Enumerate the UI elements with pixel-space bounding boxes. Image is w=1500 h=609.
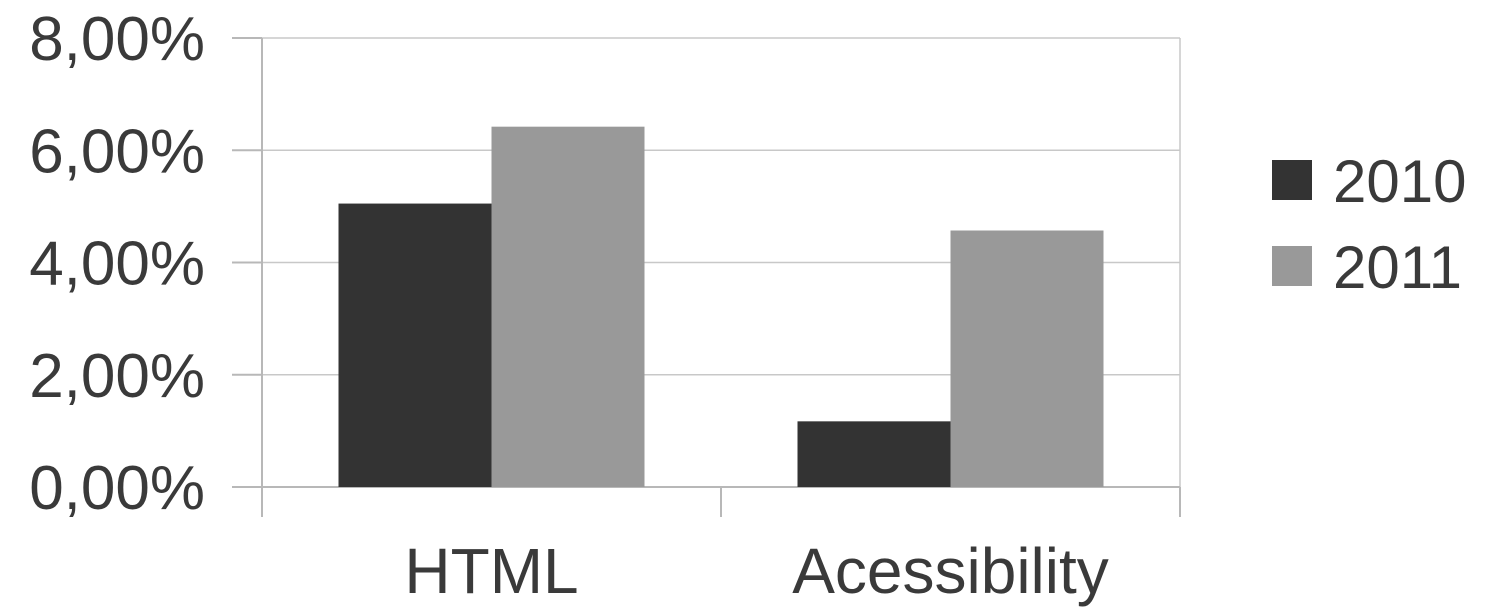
- bar-2010-html: [338, 203, 492, 487]
- legend-swatch-2011: [1272, 246, 1312, 286]
- legend-label: 2010: [1333, 148, 1466, 215]
- bar-2011-acessibility: [950, 230, 1104, 488]
- legend-label: 2011: [1333, 234, 1462, 301]
- y-tick-label: 4,00%: [29, 230, 205, 299]
- y-tick-label: 8,00%: [29, 5, 205, 74]
- bar-2010-acessibility: [797, 421, 951, 487]
- y-tick-label: 2,00%: [29, 342, 205, 411]
- bar-2011-html: [491, 126, 645, 488]
- legend: 2010 2011: [1272, 148, 1466, 301]
- x-axis-category-labels: HTML Acessibility: [404, 535, 1108, 607]
- bars: [338, 126, 1104, 488]
- y-tick-label: 0,00%: [29, 454, 205, 523]
- x-category-label: HTML: [404, 535, 578, 607]
- x-category-label: Acessibility: [792, 535, 1109, 607]
- y-axis-tick-labels: 0,00% 2,00% 4,00% 6,00% 8,00%: [29, 5, 205, 523]
- y-tick-label: 6,00%: [29, 117, 205, 186]
- legend-swatch-2010: [1272, 160, 1312, 200]
